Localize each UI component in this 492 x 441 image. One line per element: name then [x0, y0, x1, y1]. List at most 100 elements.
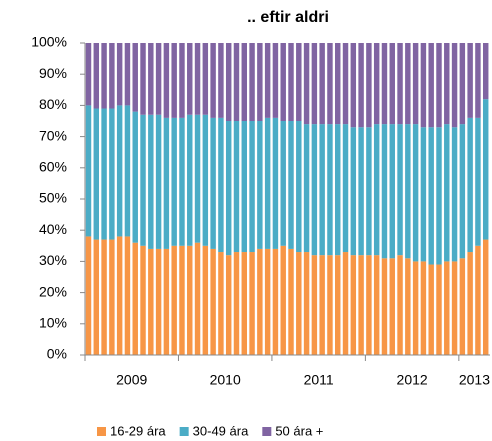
bar-segment [358, 127, 364, 256]
bar-segment [444, 124, 450, 262]
bar-segment [366, 255, 372, 355]
bar-segment [280, 121, 286, 246]
bar-segment [420, 127, 427, 262]
bar-segment [358, 43, 364, 128]
bar-segment [280, 245, 286, 355]
bar-segment [116, 236, 123, 355]
y-tick-label: 20% [39, 283, 67, 299]
bar-segment [467, 252, 473, 355]
bar-segment [93, 43, 100, 109]
chart-title: .. eftir aldri [247, 9, 329, 26]
bar-segment [303, 124, 310, 253]
bar-segment [124, 105, 131, 237]
y-tick-label: 90% [39, 65, 67, 81]
bar-segment [366, 127, 372, 256]
bar-segment [187, 114, 193, 246]
bar-segment [288, 248, 294, 355]
bar-segment [257, 43, 263, 121]
bar-segment [264, 117, 271, 249]
bar-segment [482, 43, 489, 100]
bar-segment [436, 264, 442, 355]
bar-segment [272, 43, 279, 118]
bar-segment [459, 43, 466, 125]
bar-segment [264, 248, 271, 355]
bar-segment [327, 255, 333, 355]
x-tick-label: 2009 [116, 372, 147, 388]
bar-segment [381, 258, 388, 355]
bar-segment [428, 43, 434, 128]
bar-segment [303, 252, 310, 355]
bar-segment [420, 43, 427, 128]
bar-segment [451, 43, 458, 128]
bar-segment [389, 124, 395, 259]
bar-segment [194, 43, 201, 115]
x-tick-label: 2011 [304, 372, 334, 388]
bar-segment [101, 43, 107, 109]
bar-segment [179, 117, 185, 246]
bar-segment [140, 245, 146, 355]
bar-segment [93, 108, 100, 240]
bar-segment [163, 43, 170, 118]
bar-segment [163, 248, 170, 355]
bar-segment [405, 43, 411, 125]
bar-segment [194, 114, 201, 243]
bar-segment [101, 239, 107, 355]
bar-segment [350, 127, 357, 256]
bar-segment [311, 255, 318, 355]
bar-segment [335, 255, 341, 355]
bar-segment [210, 248, 216, 355]
bar-segment [373, 255, 380, 355]
bar-segment [482, 239, 489, 355]
bar-segment [210, 43, 216, 118]
bar-segment [171, 117, 177, 246]
bar-segment [124, 236, 131, 355]
bar-segment [101, 108, 107, 240]
bar-segment [342, 43, 349, 125]
legend-label: 16-29 ára [110, 423, 166, 438]
bar-segment [85, 105, 92, 237]
bar-segment [428, 264, 434, 355]
bar-segment [257, 121, 263, 249]
bar-segment [194, 242, 201, 355]
bar-segment [218, 252, 224, 355]
bar-segment [225, 121, 232, 256]
bar-segment [335, 43, 341, 125]
y-tick-label: 100% [31, 34, 67, 50]
bar-segment [397, 43, 403, 125]
bar-segment [272, 248, 279, 355]
bar-segment [475, 245, 481, 355]
bar-segment [342, 124, 349, 253]
legend-swatch [179, 427, 189, 436]
bar-segment [241, 43, 247, 121]
bar-segment [257, 248, 263, 355]
bar-segment [233, 252, 240, 355]
bar-segment [202, 114, 209, 246]
bar-segment [342, 252, 349, 355]
bar-segment [319, 43, 325, 125]
bar-segment [85, 43, 92, 106]
bar-segment [264, 43, 271, 118]
bar-segment [412, 261, 419, 355]
y-tick-label: 10% [39, 315, 67, 331]
bar-segment [303, 43, 310, 125]
y-tick-label: 80% [39, 96, 67, 112]
bar-segment [327, 124, 333, 256]
bar-segment [482, 99, 489, 240]
legend-swatch [97, 427, 106, 436]
y-tick-label: 40% [39, 221, 67, 237]
y-tick-label: 60% [39, 159, 67, 175]
bar-segment [233, 121, 240, 253]
bar-segment [459, 258, 466, 355]
bar-segment [451, 127, 458, 262]
bar-segment [249, 43, 255, 121]
bar-segment [225, 43, 232, 121]
bar-segment [171, 245, 177, 355]
bar-segment [405, 124, 411, 259]
bar-segment [296, 121, 302, 253]
bar-segment [335, 124, 341, 256]
bar-segment [350, 43, 357, 128]
bar-segment [155, 248, 162, 355]
bar-segment [444, 43, 450, 125]
bar-segment [155, 114, 162, 249]
